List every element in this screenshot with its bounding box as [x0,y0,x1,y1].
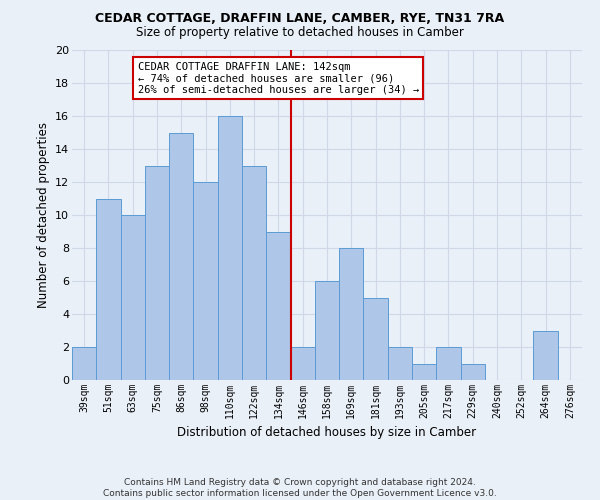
Bar [193,182,218,380]
Bar [315,281,339,380]
Y-axis label: Number of detached properties: Number of detached properties [37,122,50,308]
Bar [388,347,412,380]
Bar [121,215,145,380]
Text: Contains HM Land Registry data © Crown copyright and database right 2024.
Contai: Contains HM Land Registry data © Crown c… [103,478,497,498]
Bar [436,347,461,380]
Bar [96,198,121,380]
Text: Size of property relative to detached houses in Camber: Size of property relative to detached ho… [136,26,464,39]
Text: CEDAR COTTAGE, DRAFFIN LANE, CAMBER, RYE, TN31 7RA: CEDAR COTTAGE, DRAFFIN LANE, CAMBER, RYE… [95,12,505,26]
Bar [218,116,242,380]
Bar [461,364,485,380]
Text: CEDAR COTTAGE DRAFFIN LANE: 142sqm
← 74% of detached houses are smaller (96)
26%: CEDAR COTTAGE DRAFFIN LANE: 142sqm ← 74%… [137,62,419,95]
X-axis label: Distribution of detached houses by size in Camber: Distribution of detached houses by size … [178,426,476,440]
Bar [169,132,193,380]
Bar [364,298,388,380]
Bar [290,347,315,380]
Bar [72,347,96,380]
Bar [533,330,558,380]
Bar [242,166,266,380]
Bar [339,248,364,380]
Bar [266,232,290,380]
Bar [412,364,436,380]
Bar [145,166,169,380]
